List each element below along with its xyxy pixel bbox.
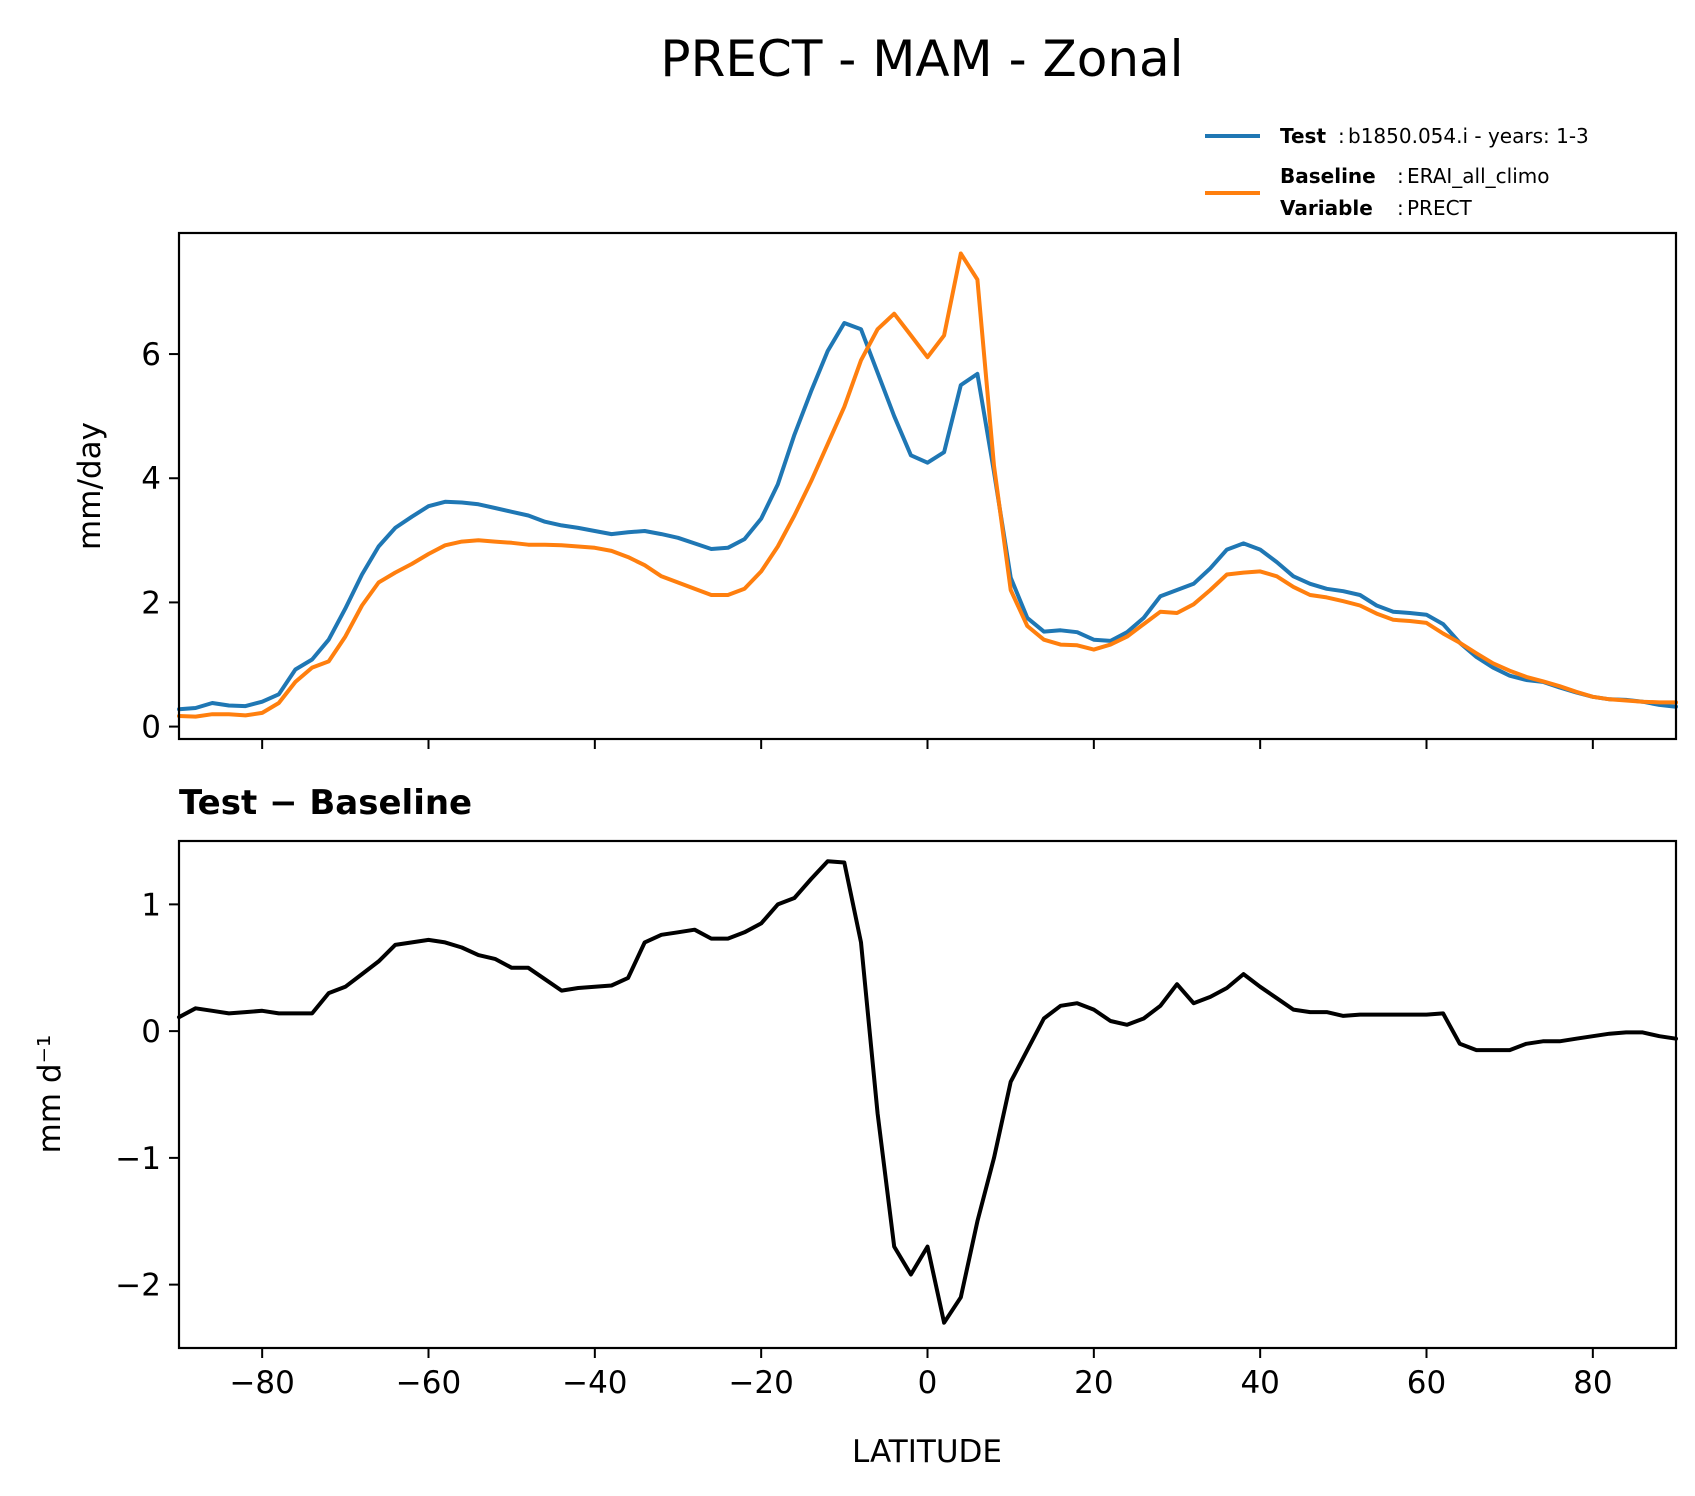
bottom-ytick-label: 0 — [141, 1014, 161, 1050]
bottom-axes-frame — [177, 839, 1678, 1350]
top-ytick-label: 0 — [141, 710, 161, 746]
top-ylabel: mm/day — [72, 422, 108, 550]
legend-baseline-value: ERAI_all_climo — [1407, 164, 1550, 188]
legend-variable-label: Variable — [1280, 196, 1373, 220]
bottom-xlabel: LATITUDE — [852, 1434, 1002, 1470]
top-axes: 0 2 4 6 mm/day — [72, 231, 1678, 749]
top-series-test-line — [177, 321, 1678, 712]
legend-variable-colon: : — [1397, 196, 1404, 220]
figure-title: PRECT - MAM - Zonal — [660, 30, 1183, 88]
legend-test-colon: : — [1338, 124, 1345, 148]
top-ytick-label: 2 — [141, 585, 161, 621]
bottom-axes: Test − Baseline −80 −60 −40 −20 0 20 40 60 80−2−… — [32, 783, 1678, 1470]
bottom-xtick-label: −20 — [728, 1365, 793, 1401]
legend: Test : b1850.054.i - years: 1-3 Baseline… — [1205, 124, 1589, 220]
legend-test-value: b1850.054.i - years: 1-3 — [1348, 124, 1589, 148]
bottom-xtick-label: 40 — [1240, 1365, 1279, 1401]
top-series-baseline-line — [177, 251, 1678, 719]
bottom-ytick-label: −1 — [115, 1141, 161, 1177]
legend-variable-value: PRECT — [1407, 196, 1473, 220]
legend-test-label: Test — [1280, 124, 1326, 148]
top-ytick-label: 4 — [141, 461, 161, 497]
bottom-xtick-label: −80 — [229, 1365, 294, 1401]
bottom-series-difference-line — [177, 859, 1678, 1325]
bottom-ticks-layer: −80 −60 −40 −20 0 20 40 60 80 −2 −1 0 1 — [115, 887, 1612, 1401]
bottom-xtick-label: −60 — [396, 1365, 461, 1401]
bottom-xtick-label: 20 — [1074, 1365, 1113, 1401]
bottom-xtick-label: 0 — [918, 1365, 938, 1401]
top-ticks-layer: 0 2 4 6 — [141, 337, 1594, 749]
bottom-ylabel: mm d⁻¹ — [32, 1035, 68, 1154]
top-ytick-label: 6 — [141, 337, 161, 373]
bottom-ytick-label: −2 — [115, 1268, 161, 1304]
bottom-xtick-label: 80 — [1573, 1365, 1612, 1401]
top-series-layer — [177, 251, 1678, 719]
top-axes-frame — [177, 231, 1678, 741]
bottom-series-layer — [177, 859, 1678, 1325]
bottom-xtick-label: −40 — [562, 1365, 627, 1401]
bottom-ytick-label: 1 — [141, 887, 161, 923]
legend-baseline-label: Baseline — [1280, 164, 1376, 188]
bottom-xtick-label: 60 — [1407, 1365, 1446, 1401]
legend-baseline-colon: : — [1397, 164, 1404, 188]
bottom-title: Test − Baseline — [179, 783, 472, 823]
